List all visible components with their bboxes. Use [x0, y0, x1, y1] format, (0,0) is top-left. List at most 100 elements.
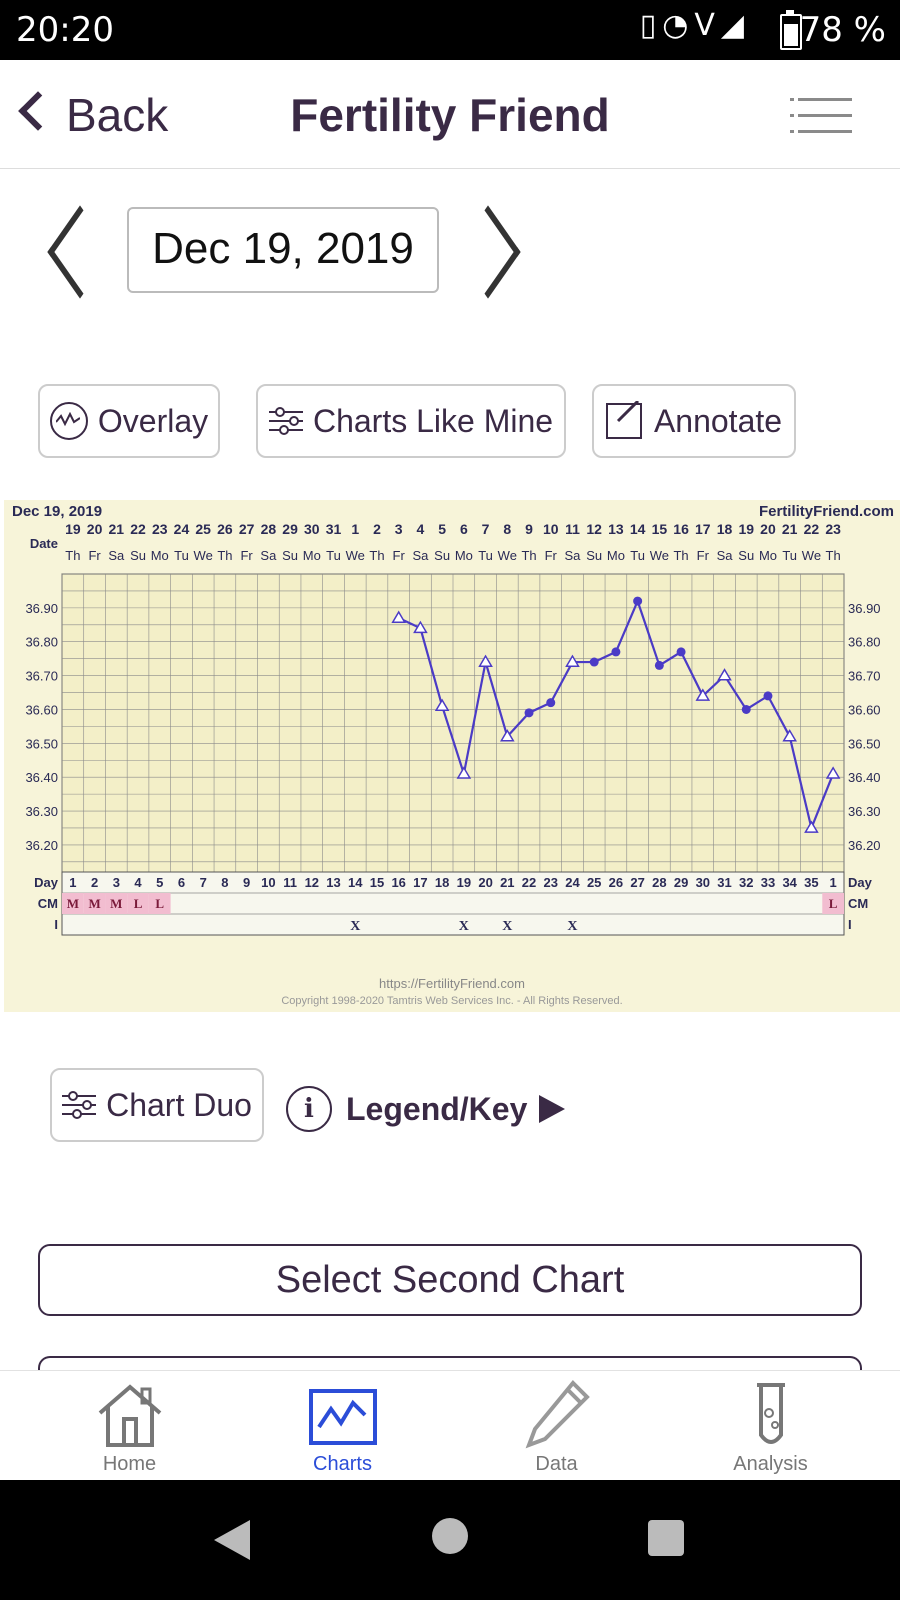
cycle-day-label: 6: [178, 875, 185, 890]
cm-cell: [62, 893, 84, 914]
date-label: 18: [717, 521, 733, 537]
menu-icon[interactable]: [798, 98, 852, 146]
cycle-day-label: 10: [261, 875, 275, 890]
temperature-point: [565, 654, 580, 667]
tab-charts[interactable]: Charts: [230, 1371, 455, 1481]
date-navigation: Dec 19, 2019: [0, 200, 900, 300]
wifi-icon: ◔: [662, 8, 695, 43]
date-label: 6: [460, 521, 468, 537]
date-label: 8: [503, 521, 511, 537]
next-date-button[interactable]: [455, 205, 521, 299]
status-bar: 20:20 ▯◔V◢ 78 %: [0, 0, 900, 60]
cm-value: L: [134, 896, 143, 911]
cycle-day-label: 32: [739, 875, 753, 890]
chart-duo-button[interactable]: Chart Duo: [50, 1068, 264, 1142]
tab-analysis[interactable]: Analysis: [658, 1371, 883, 1481]
weekday-label: We: [194, 548, 213, 563]
date-label: 29: [282, 521, 298, 537]
y-tick-right: 36.80: [848, 635, 881, 650]
date-label: 20: [760, 521, 776, 537]
overlay-button[interactable]: Overlay: [38, 384, 220, 458]
cycle-day-label: 20: [478, 875, 492, 890]
chart-header-date: Dec 19, 2019: [12, 503, 102, 520]
date-label: 1: [351, 521, 359, 537]
y-tick-right: 36.60: [848, 702, 881, 717]
overlay-label: Overlay: [97, 402, 209, 439]
temperature-point: [478, 654, 493, 667]
select-second-chart-button[interactable]: Select Second Chart: [38, 1244, 862, 1316]
system-back-icon[interactable]: [214, 1520, 250, 1560]
weekday-label: Th: [826, 548, 841, 563]
chart-header-site: FertilityFriend.com: [759, 503, 894, 520]
temperature-point: [456, 766, 472, 779]
date-label: 27: [239, 521, 255, 537]
temperature-point: [524, 708, 534, 718]
date-display[interactable]: Dec 19, 2019: [127, 207, 439, 293]
y-tick-left: 36.30: [25, 804, 58, 819]
vibrate-icon: ▯: [639, 8, 663, 43]
y-tick-right: 36.90: [848, 601, 881, 616]
weekday-label: We: [650, 548, 669, 563]
battery-icon: [780, 10, 802, 50]
weekday-label: Sa: [565, 548, 582, 563]
system-recents-icon[interactable]: [648, 1520, 684, 1556]
weekday-label: Tu: [174, 548, 189, 563]
temperature-point: [499, 729, 515, 742]
cycle-day-label: 25: [587, 875, 601, 890]
previous-date-button[interactable]: [47, 205, 113, 299]
date-label: 10: [543, 521, 559, 537]
tab-analysis-label: Analysis: [733, 1453, 808, 1475]
bbt-chart[interactable]: Dec 19, 2019 FertilityFriend.com Date 19 Th 2…: [4, 500, 900, 1012]
weekday-label: Fr: [545, 548, 558, 563]
back-button[interactable]: Back: [18, 88, 168, 142]
date-label: 31: [326, 521, 342, 537]
temperature-point: [546, 698, 556, 708]
date-label: 25: [195, 521, 211, 537]
y-tick-right: 36.50: [848, 736, 881, 751]
y-tick-left: 36.80: [25, 635, 58, 650]
weekday-label: We: [802, 548, 821, 563]
date-label: 20: [87, 521, 103, 537]
weekday-label: Th: [65, 548, 80, 563]
intercourse-mark: X: [459, 919, 469, 934]
weekday-label: Su: [586, 548, 602, 563]
weekday-label: Mo: [607, 548, 625, 563]
annotate-button[interactable]: Annotate: [592, 384, 796, 458]
sliders-icon: [62, 1091, 97, 1119]
cycle-day-label: 8: [221, 875, 228, 890]
date-label: 13: [608, 521, 624, 537]
cycle-day-label: 27: [630, 875, 644, 890]
app-title: Fertility Friend: [290, 89, 610, 141]
cm-value: M: [110, 896, 122, 911]
app-bar: Back Fertility Friend: [0, 60, 900, 169]
date-label: 3: [395, 521, 403, 537]
y-tick-right: 36.40: [848, 770, 881, 785]
tab-data[interactable]: Data: [444, 1371, 669, 1481]
weekday-label: Mo: [151, 548, 169, 563]
system-home-icon[interactable]: [432, 1518, 468, 1554]
battery-percent: 78 %: [799, 10, 886, 50]
charts-like-mine-button[interactable]: Charts Like Mine: [256, 384, 566, 458]
temperature-point: [413, 620, 428, 634]
system-navigation-bar: [0, 1480, 900, 1600]
cycle-day-label: 12: [305, 875, 319, 890]
y-tick-left: 36.20: [25, 838, 58, 853]
cm-cell: [83, 893, 106, 914]
weekday-label: Su: [130, 548, 146, 563]
tab-home-label: Home: [102, 1453, 157, 1475]
test-tube-icon: [757, 1383, 785, 1444]
tab-home[interactable]: Home: [17, 1371, 242, 1481]
cm-value: L: [829, 896, 838, 911]
sliders-icon: [268, 407, 303, 435]
legend-key-link[interactable]: i Legend/Key: [286, 1086, 566, 1132]
cycle-day-label: 24: [565, 875, 580, 890]
date-label: 23: [152, 521, 168, 537]
chart-footer-copyright: Copyright 1998-2020 Tamtris Web Services…: [281, 995, 622, 1007]
play-arrow-icon: [539, 1095, 566, 1123]
weekday-label: Th: [521, 548, 536, 563]
temperature-point: [804, 820, 819, 833]
date-label: 9: [525, 521, 533, 537]
weekday-label: Fr: [240, 548, 253, 563]
weekday-label: Su: [282, 548, 298, 563]
intercourse-mark: X: [350, 919, 360, 934]
